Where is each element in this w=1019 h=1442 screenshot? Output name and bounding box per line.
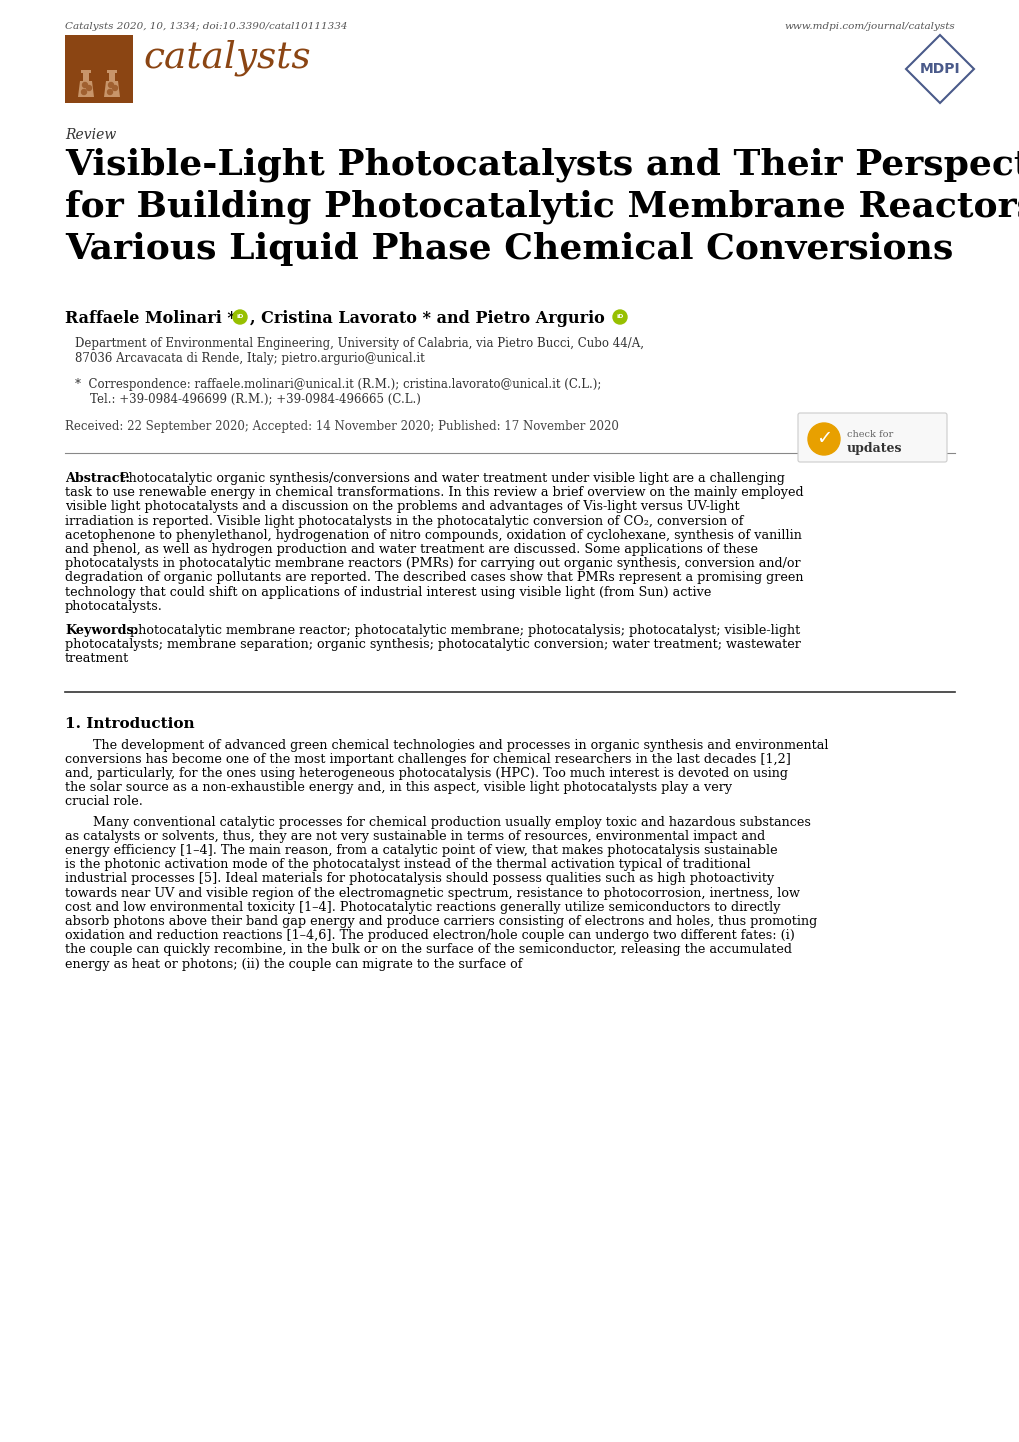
Text: photocatalysts in photocatalytic membrane reactors (PMRs) for carrying out organ: photocatalysts in photocatalytic membran…	[65, 557, 800, 570]
Text: MDPI: MDPI	[919, 62, 959, 76]
Text: the couple can quickly recombine, in the bulk or on the surface of the semicondu: the couple can quickly recombine, in the…	[65, 943, 791, 956]
Text: The development of advanced green chemical technologies and processes in organic: The development of advanced green chemic…	[93, 738, 827, 751]
Text: absorb photons above their band gap energy and produce carriers consisting of el: absorb photons above their band gap ener…	[65, 916, 816, 929]
Text: , Cristina Lavorato * and Pietro Argurio: , Cristina Lavorato * and Pietro Argurio	[250, 310, 604, 327]
Text: energy as heat or photons; (ii) the couple can migrate to the surface of: energy as heat or photons; (ii) the coup…	[65, 957, 522, 970]
Circle shape	[107, 89, 112, 95]
Polygon shape	[109, 74, 115, 81]
Text: conversions has become one of the most important challenges for chemical researc: conversions has become one of the most i…	[65, 753, 790, 766]
Text: 1. Introduction: 1. Introduction	[65, 717, 195, 731]
Text: and phenol, as well as hydrogen production and water treatment are discussed. So: and phenol, as well as hydrogen producti…	[65, 544, 757, 557]
Text: cost and low environmental toxicity [1–4]. Photocatalytic reactions generally ut: cost and low environmental toxicity [1–4…	[65, 901, 780, 914]
Text: Catalysts 2020, 10, 1334; doi:10.3390/catal10111334: Catalysts 2020, 10, 1334; doi:10.3390/ca…	[65, 22, 347, 30]
Text: ✓: ✓	[815, 430, 832, 448]
Circle shape	[87, 85, 92, 91]
Text: visible light photocatalysts and a discussion on the problems and advantages of : visible light photocatalysts and a discu…	[65, 500, 739, 513]
Circle shape	[807, 423, 840, 456]
Text: crucial role.: crucial role.	[65, 796, 143, 809]
Text: iD: iD	[236, 314, 244, 320]
Text: www.mdpi.com/journal/catalysts: www.mdpi.com/journal/catalysts	[784, 22, 954, 30]
Text: Abstract:: Abstract:	[65, 472, 129, 485]
Text: task to use renewable energy in chemical transformations. In this review a brief: task to use renewable energy in chemical…	[65, 486, 803, 499]
Text: energy efficiency [1–4]. The main reason, from a catalytic point of view, that m: energy efficiency [1–4]. The main reason…	[65, 844, 776, 857]
Text: acetophenone to phenylethanol, hydrogenation of nitro compounds, oxidation of cy: acetophenone to phenylethanol, hydrogena…	[65, 529, 801, 542]
Text: Various Liquid Phase Chemical Conversions: Various Liquid Phase Chemical Conversion…	[65, 232, 953, 265]
Text: Raffaele Molinari *: Raffaele Molinari *	[65, 310, 235, 327]
Text: treatment: treatment	[65, 652, 129, 665]
Text: Tel.: +39-0984-496699 (R.M.); +39-0984-496665 (C.L.): Tel.: +39-0984-496699 (R.M.); +39-0984-4…	[75, 394, 421, 407]
Text: catalysts: catalysts	[143, 40, 311, 76]
Polygon shape	[81, 71, 91, 74]
Circle shape	[108, 82, 113, 88]
Circle shape	[612, 310, 627, 324]
Text: irradiation is reported. Visible light photocatalysts in the photocatalytic conv: irradiation is reported. Visible light p…	[65, 515, 743, 528]
Text: for Building Photocatalytic Membrane Reactors for: for Building Photocatalytic Membrane Rea…	[65, 190, 1019, 225]
Text: industrial processes [5]. Ideal materials for photocatalysis should possess qual: industrial processes [5]. Ideal material…	[65, 872, 773, 885]
Circle shape	[112, 85, 117, 91]
Text: Many conventional catalytic processes for chemical production usually employ tox: Many conventional catalytic processes fo…	[93, 816, 810, 829]
Polygon shape	[77, 81, 94, 97]
Text: *  Correspondence: raffaele.molinari@unical.it (R.M.); cristina.lavorato@unical.: * Correspondence: raffaele.molinari@unic…	[75, 378, 601, 391]
Text: towards near UV and visible region of the electromagnetic spectrum, resistance t: towards near UV and visible region of th…	[65, 887, 799, 900]
Polygon shape	[107, 71, 117, 74]
Text: is the photonic activation mode of the photocatalyst instead of the thermal acti: is the photonic activation mode of the p…	[65, 858, 750, 871]
Polygon shape	[104, 81, 120, 97]
Circle shape	[82, 89, 87, 95]
Circle shape	[232, 310, 247, 324]
Text: updates: updates	[846, 443, 902, 456]
Text: Review: Review	[65, 128, 116, 141]
Text: 87036 Arcavacata di Rende, Italy; pietro.argurio@unical.it: 87036 Arcavacata di Rende, Italy; pietro…	[75, 352, 424, 365]
Text: photocatalytic membrane reactor; photocatalytic membrane; photocatalysis; photoc: photocatalytic membrane reactor; photoca…	[129, 624, 800, 637]
Text: and, particularly, for the ones using heterogeneous photocatalysis (HPC). Too mu: and, particularly, for the ones using he…	[65, 767, 788, 780]
FancyBboxPatch shape	[797, 412, 946, 461]
Text: check for: check for	[846, 430, 893, 438]
Text: degradation of organic pollutants are reported. The described cases show that PM: degradation of organic pollutants are re…	[65, 571, 803, 584]
Text: the solar source as a non-exhaustible energy and, in this aspect, visible light : the solar source as a non-exhaustible en…	[65, 782, 732, 795]
Text: iD: iD	[615, 314, 623, 320]
Text: Keywords:: Keywords:	[65, 624, 139, 637]
FancyBboxPatch shape	[65, 35, 132, 102]
Text: Received: 22 September 2020; Accepted: 14 November 2020; Published: 17 November : Received: 22 September 2020; Accepted: 1…	[65, 420, 619, 433]
Text: Department of Environmental Engineering, University of Calabria, via Pietro Bucc: Department of Environmental Engineering,…	[75, 337, 643, 350]
Text: Visible-Light Photocatalysts and Their Perspectives: Visible-Light Photocatalysts and Their P…	[65, 149, 1019, 183]
Text: Photocatalytic organic synthesis/conversions and water treatment under visible l: Photocatalytic organic synthesis/convers…	[120, 472, 784, 485]
Text: photocatalysts.: photocatalysts.	[65, 600, 163, 613]
Text: as catalysts or solvents, thus, they are not very sustainable in terms of resour: as catalysts or solvents, thus, they are…	[65, 829, 764, 842]
Text: photocatalysts; membrane separation; organic synthesis; photocatalytic conversio: photocatalysts; membrane separation; org…	[65, 639, 800, 652]
Circle shape	[83, 82, 88, 88]
Polygon shape	[83, 74, 89, 81]
Text: oxidation and reduction reactions [1–4,6]. The produced electron/hole couple can: oxidation and reduction reactions [1–4,6…	[65, 929, 794, 942]
Text: technology that could shift on applications of industrial interest using visible: technology that could shift on applicati…	[65, 585, 710, 598]
